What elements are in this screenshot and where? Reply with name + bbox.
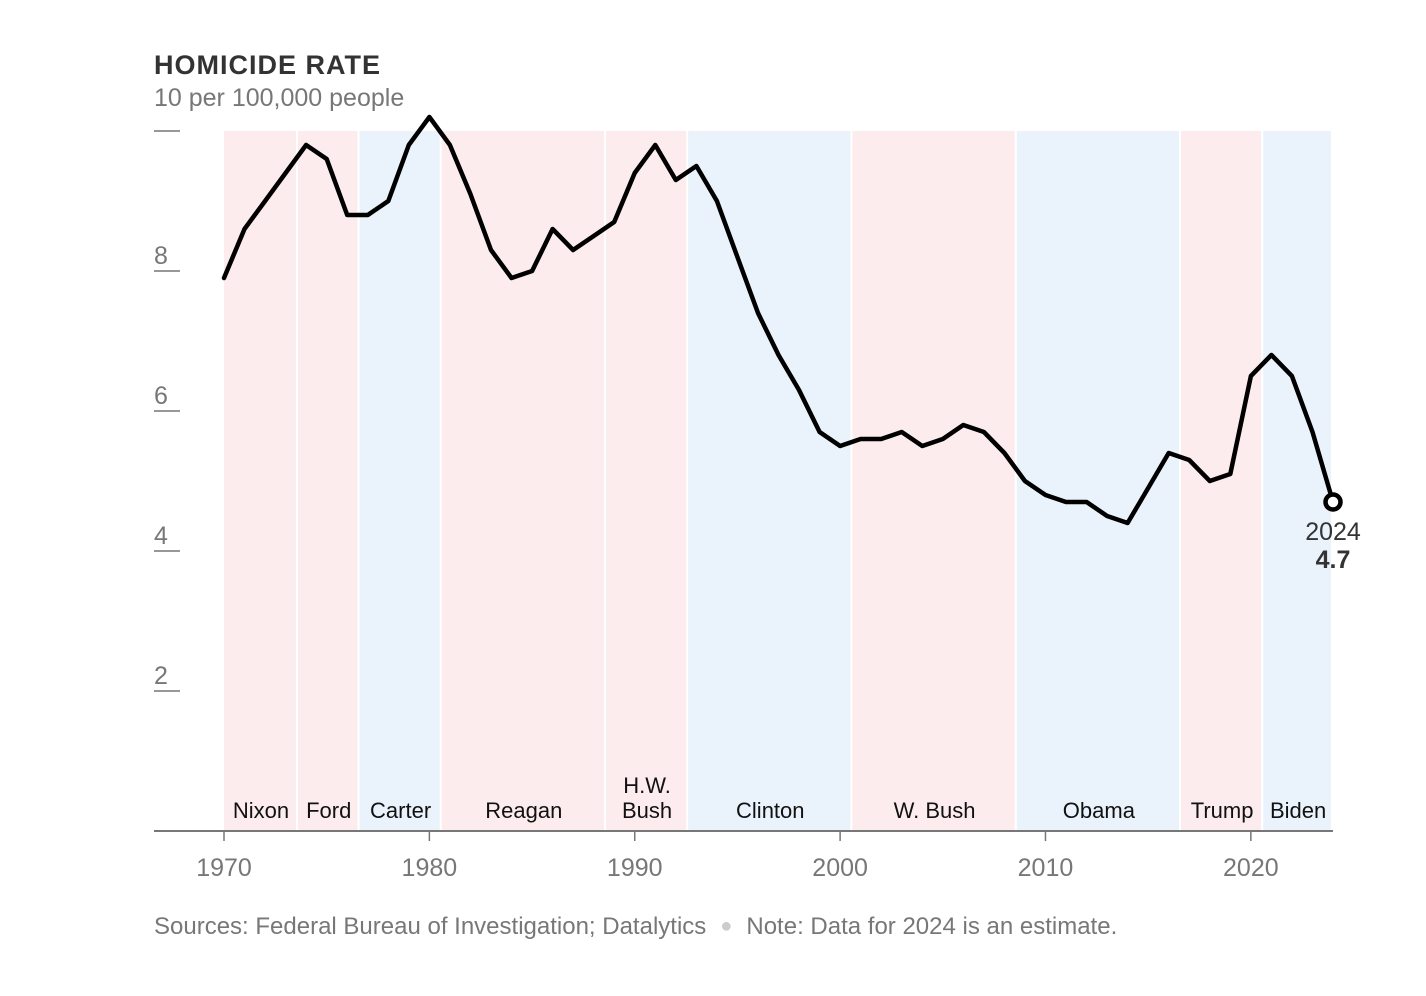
president-label-biden: Biden (1270, 798, 1326, 823)
president-label-nixon: Nixon (233, 798, 289, 823)
sources-text: Sources: Federal Bureau of Investigation… (154, 913, 707, 940)
president-bands: Nixon Ford Carter Reagan H.W. Bush Clinton W. B… (224, 131, 1331, 831)
president-label-clinton: Clinton (736, 798, 804, 823)
x-axis: 1970 1980 1990 2000 2010 2020 (154, 830, 1333, 882)
x-tick-label-2000: 2000 (812, 854, 868, 882)
chart-subtitle: 10 per 100,000 people (154, 84, 405, 112)
homicide-rate-line (221, 114, 1336, 526)
x-tick-label-1990: 1990 (607, 854, 663, 882)
y-axis: 2 4 6 8 (154, 130, 180, 692)
series-layer (221, 114, 1343, 526)
president-label-reagan: Reagan (485, 798, 562, 823)
president-label-obama: Obama (1063, 798, 1136, 823)
band-reagan (441, 131, 604, 831)
president-label-carter: Carter (370, 798, 431, 823)
x-tick-label-2020: 2020 (1223, 854, 1279, 882)
band-clinton (688, 131, 851, 831)
y-tick-label-4: 4 (154, 522, 168, 550)
band-carter (359, 131, 440, 831)
band-h-w-bush (605, 131, 687, 831)
end-point-marker (1323, 492, 1343, 512)
x-tick-label-1970: 1970 (196, 854, 252, 882)
president-label-w-bush: W. Bush (894, 798, 976, 823)
chart-footer: Sources: Federal Bureau of Investigation… (154, 913, 1117, 941)
note-text: Note: Data for 2024 is an estimate. (746, 913, 1118, 940)
band-nixon (224, 131, 296, 831)
end-annotation-year: 2024 (1305, 518, 1361, 546)
band-ford (297, 131, 358, 831)
chart-title: HOMICIDE RATE (154, 50, 381, 80)
x-tick-label-1980: 1980 (402, 854, 458, 882)
y-tick-label-6: 6 (154, 382, 168, 410)
separator-dot: ● (720, 915, 733, 937)
x-tick-label-2010: 2010 (1018, 854, 1074, 882)
y-tick-label-2: 2 (154, 662, 168, 690)
president-label-trump: Trump (1191, 798, 1254, 823)
president-label-ford: Ford (306, 798, 351, 823)
end-annotation-value: 4.7 (1316, 546, 1351, 574)
band-w-bush (852, 131, 1015, 831)
y-tick-label-8: 8 (154, 242, 168, 270)
band-trump (1181, 131, 1262, 831)
band-biden (1263, 131, 1331, 831)
president-label-h-w-bush: H.W. Bush (622, 773, 672, 823)
